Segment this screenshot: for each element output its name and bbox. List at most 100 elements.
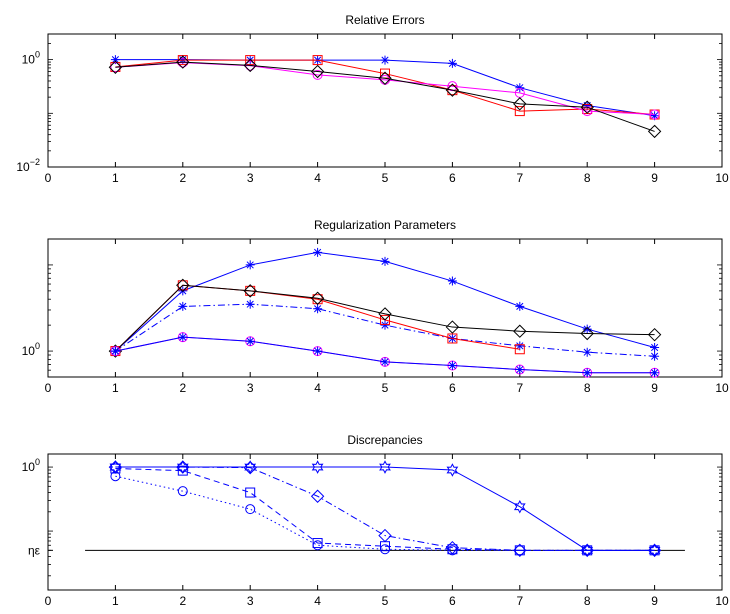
data-point <box>445 320 460 334</box>
data-point <box>650 111 660 121</box>
y-tick-label: ηε <box>28 543 41 557</box>
data-point <box>650 351 660 361</box>
data-point <box>313 346 323 356</box>
data-point <box>380 320 390 330</box>
data-point <box>178 332 188 342</box>
data-point <box>312 55 323 66</box>
x-tick-label: 10 <box>715 594 729 608</box>
series-line <box>115 466 655 551</box>
x-tick-label: 5 <box>382 594 389 608</box>
data-point <box>647 124 662 139</box>
data-point <box>378 307 392 321</box>
x-tick-label: 7 <box>516 594 523 608</box>
data-point <box>243 284 257 298</box>
data-point <box>515 365 525 375</box>
data-point <box>380 55 390 65</box>
data-point <box>245 487 256 498</box>
x-tick-label: 6 <box>449 171 456 185</box>
x-tick-label: 3 <box>247 171 254 185</box>
series-line <box>115 251 655 352</box>
x-tick-label: 4 <box>314 171 321 185</box>
data-point <box>110 55 120 65</box>
data-point <box>447 81 458 92</box>
series-1 <box>110 247 660 356</box>
series-2 <box>110 299 660 361</box>
data-point <box>110 346 120 356</box>
x-tick-label: 10 <box>715 381 729 395</box>
data-point <box>110 471 121 482</box>
data-point <box>447 545 458 556</box>
data-point <box>649 109 660 120</box>
series-line <box>115 466 655 551</box>
data-point <box>580 326 594 341</box>
data-point <box>313 247 323 257</box>
y-tick-label: 10−2 <box>16 157 40 174</box>
data-point <box>582 368 592 378</box>
x-tick-label: 6 <box>449 594 456 608</box>
series-5 <box>110 332 660 378</box>
x-tick-label: 0 <box>45 594 52 608</box>
chart-1: Relative Errors 0 1 2 3 4 5 6 7 8 9 10 100 10−2 <box>16 13 729 185</box>
data-point <box>178 301 188 311</box>
x-tick-label: 5 <box>382 381 389 395</box>
chart-2: Regularization Parameters 0 1 2 3 4 5 6 7 8 9 10 100 <box>22 218 729 395</box>
series-line <box>115 467 655 551</box>
x-tick-label: 5 <box>382 171 389 185</box>
data-point <box>108 60 123 74</box>
x-tick-label: 9 <box>651 171 658 185</box>
data-point <box>447 85 458 96</box>
data-point <box>515 301 525 311</box>
data-point <box>447 58 457 68</box>
data-point <box>378 71 392 85</box>
series-line <box>115 475 655 551</box>
series-1 <box>110 55 660 121</box>
x-tick-label: 6 <box>449 381 456 395</box>
series-line <box>115 303 655 357</box>
axes-frame <box>47 453 723 591</box>
data-point <box>177 465 188 476</box>
data-point <box>649 545 660 556</box>
data-point <box>513 324 527 338</box>
data-point <box>245 504 256 515</box>
data-point <box>582 100 592 110</box>
series-line <box>115 336 655 374</box>
data-point <box>580 100 594 114</box>
data-point <box>650 343 660 353</box>
data-point <box>379 460 391 474</box>
data-point <box>650 368 660 378</box>
data-point <box>243 58 257 73</box>
data-point <box>312 538 323 549</box>
data-point <box>582 324 592 334</box>
data-point <box>582 545 593 556</box>
data-point <box>245 299 255 309</box>
chart-title: Regularization Parameters <box>314 218 456 232</box>
data-point <box>515 341 525 351</box>
data-point <box>445 83 460 97</box>
data-point <box>513 499 526 514</box>
x-tick-label: 9 <box>651 594 658 608</box>
data-point <box>446 463 459 477</box>
data-point <box>514 106 525 117</box>
data-point <box>514 344 525 355</box>
x-tick-label: 2 <box>179 381 186 395</box>
series-4 <box>108 278 662 358</box>
data-point <box>245 55 256 66</box>
data-point <box>380 357 390 367</box>
data-point <box>582 347 592 357</box>
data-point <box>176 460 190 474</box>
chart-3: Discrepancies 0 1 2 3 4 5 6 7 8 9 10 100 ηε <box>22 433 729 608</box>
y-tick-label: 100 <box>22 457 40 474</box>
x-tick-label: 7 <box>516 381 523 395</box>
series-4 <box>108 55 662 139</box>
x-tick-label: 4 <box>314 381 321 395</box>
x-tick-label: 8 <box>584 381 591 395</box>
axes-frame <box>47 33 723 168</box>
x-tick-label: 1 <box>112 594 119 608</box>
x-tick-label: 2 <box>179 171 186 185</box>
data-point <box>245 260 255 270</box>
data-point <box>647 327 662 342</box>
data-point <box>311 460 324 474</box>
data-point <box>380 314 390 325</box>
data-point <box>312 540 323 551</box>
